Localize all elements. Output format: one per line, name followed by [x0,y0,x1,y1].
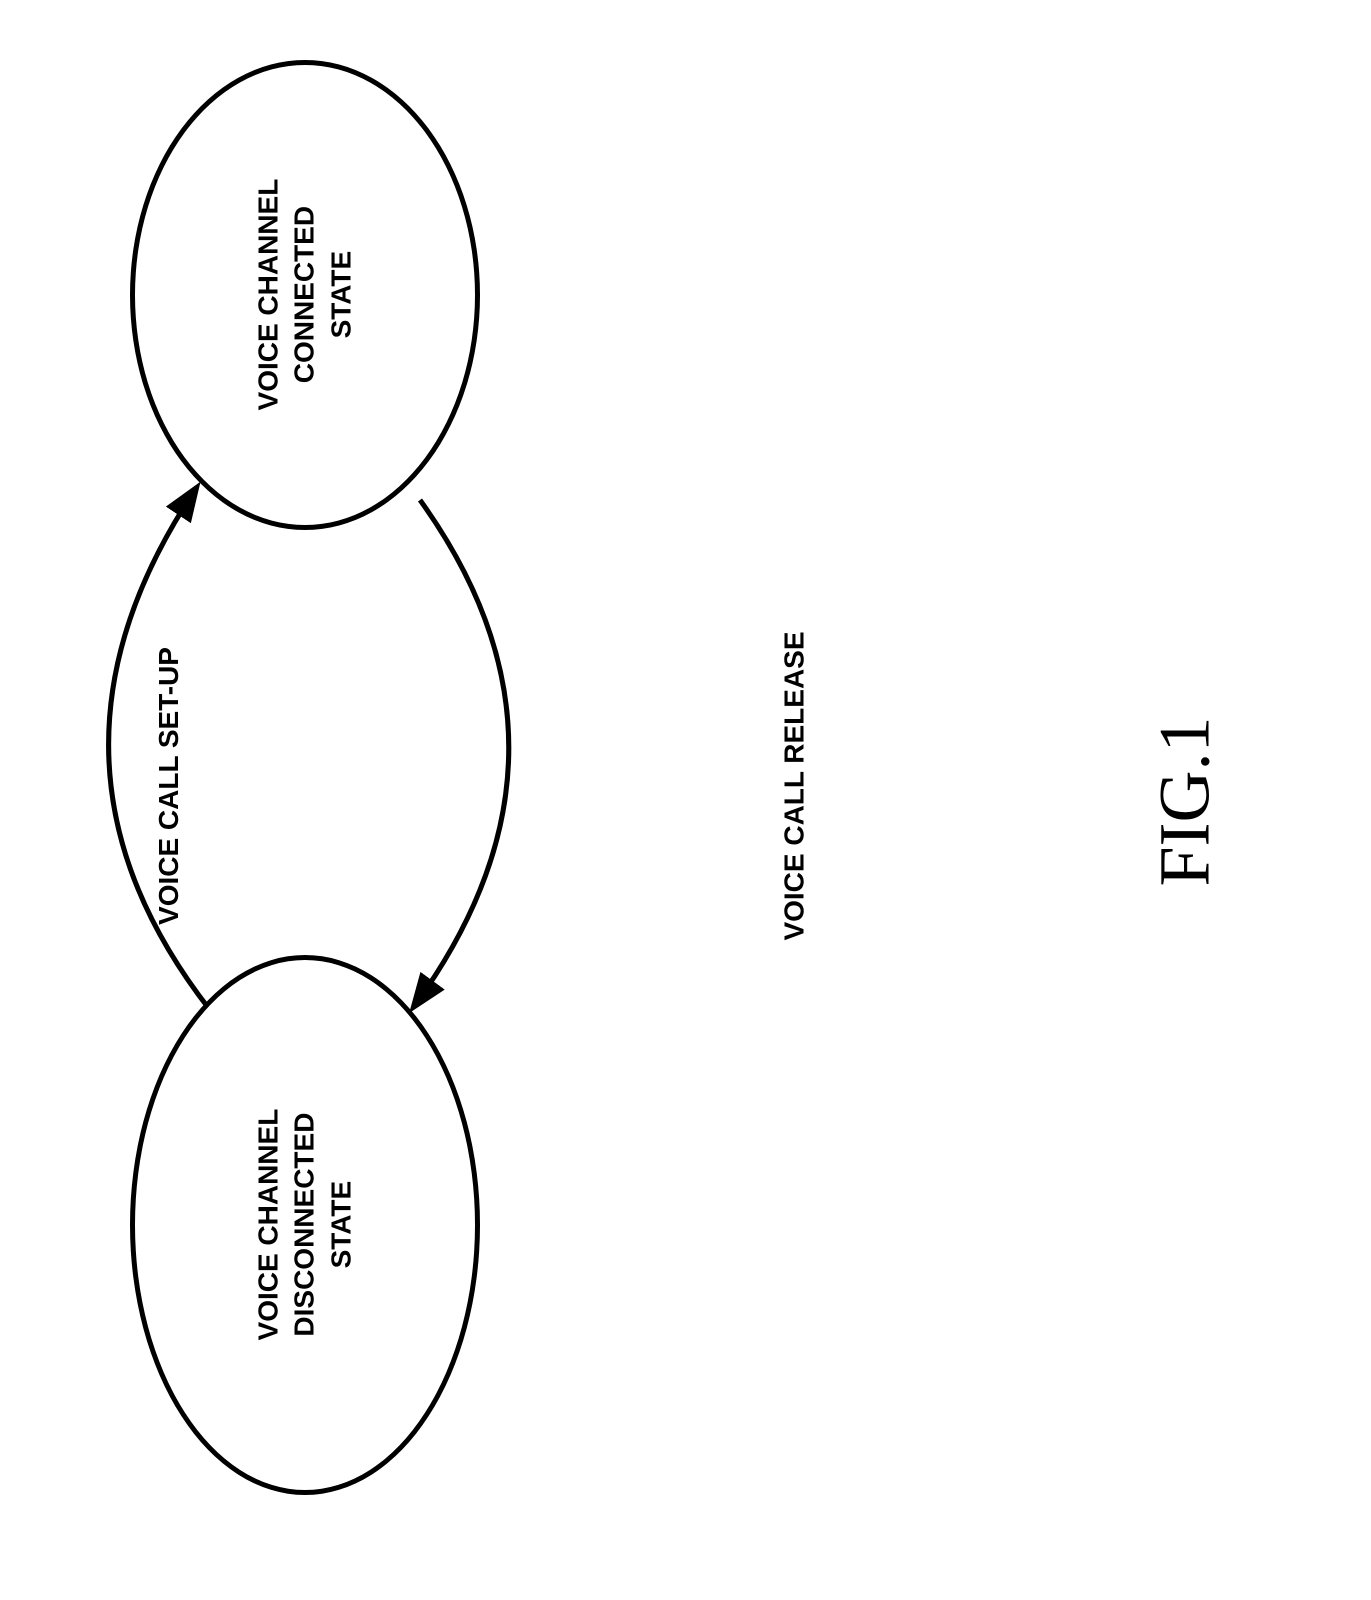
edge-release-label: VOICE CALL RELEASE [779,631,811,940]
state-diagram: VOICE CHANNEL DISCONNECTED STATE VOICE C… [0,0,1371,1600]
figure-label: FIG.1 [1144,716,1227,886]
state-disconnected-label: VOICE CHANNEL DISCONNECTED STATE [250,1109,359,1341]
state-connected: VOICE CHANNEL CONNECTED STATE [130,60,480,530]
state-disconnected: VOICE CHANNEL DISCONNECTED STATE [130,955,480,1495]
edge-setup-label: VOICE CALL SET-UP [153,647,185,925]
edge-release [415,500,509,1005]
state-connected-label: VOICE CHANNEL CONNECTED STATE [250,179,359,411]
